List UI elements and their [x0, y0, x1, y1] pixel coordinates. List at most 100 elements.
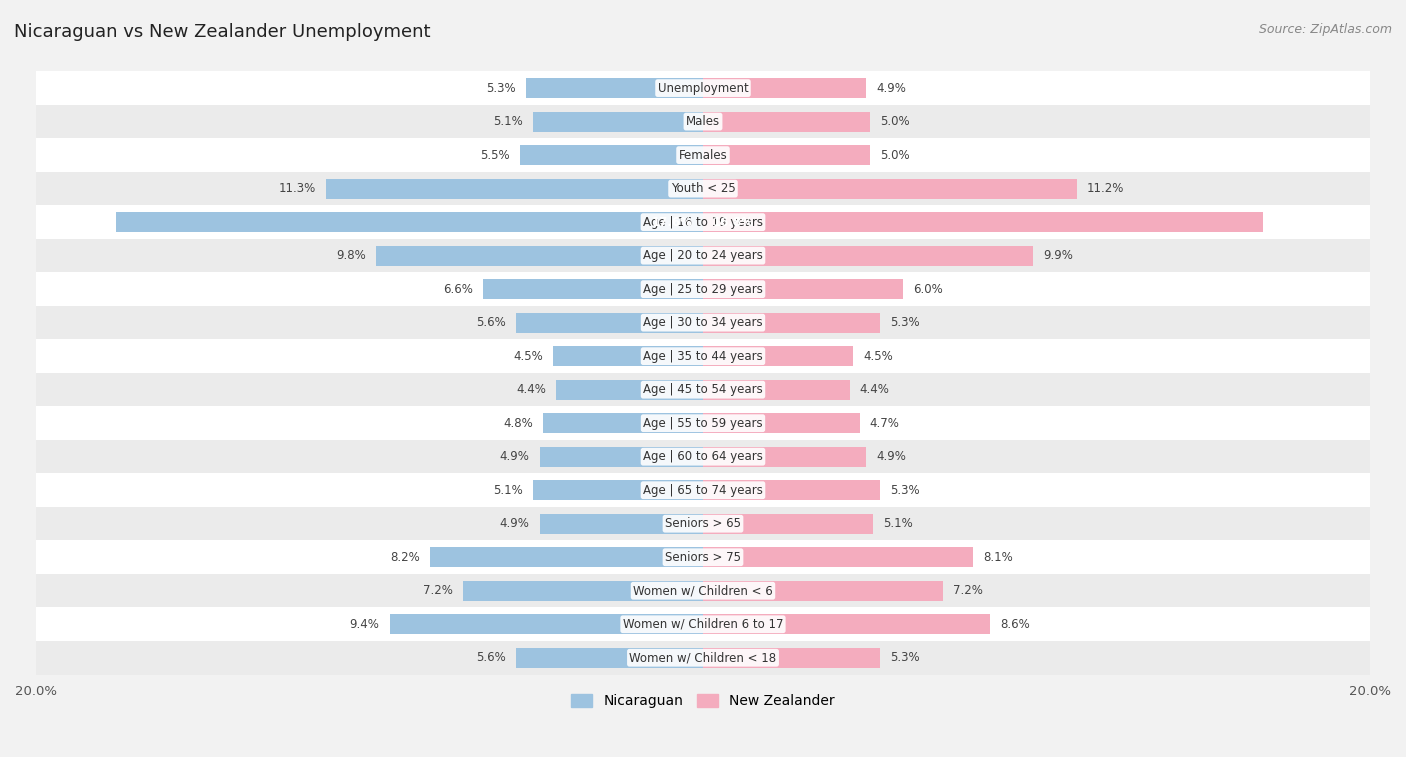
Bar	[703, 313, 880, 333]
Text: 8.1%: 8.1%	[983, 551, 1012, 564]
Bar	[37, 574, 1369, 607]
Bar	[703, 145, 870, 165]
Bar	[389, 614, 703, 634]
Bar	[703, 346, 853, 366]
Legend: Nicaraguan, New Zealander: Nicaraguan, New Zealander	[565, 689, 841, 714]
Bar	[37, 273, 1369, 306]
Bar	[516, 313, 703, 333]
Bar	[463, 581, 703, 601]
Text: Males: Males	[686, 115, 720, 128]
Text: 7.2%: 7.2%	[953, 584, 983, 597]
Text: 11.2%: 11.2%	[1087, 182, 1123, 195]
Text: Age | 35 to 44 years: Age | 35 to 44 years	[643, 350, 763, 363]
Bar	[520, 145, 703, 165]
Bar	[37, 105, 1369, 139]
Text: Youth < 25: Youth < 25	[671, 182, 735, 195]
Bar	[703, 614, 990, 634]
Bar	[37, 239, 1369, 273]
Bar	[703, 447, 866, 467]
Text: 6.6%: 6.6%	[443, 282, 472, 296]
Text: 4.9%: 4.9%	[876, 450, 907, 463]
Bar	[37, 440, 1369, 473]
Text: 4.4%: 4.4%	[859, 383, 890, 396]
Text: Age | 25 to 29 years: Age | 25 to 29 years	[643, 282, 763, 296]
Bar	[553, 346, 703, 366]
Bar	[117, 212, 703, 232]
Bar	[703, 480, 880, 500]
Text: 5.0%: 5.0%	[880, 148, 910, 161]
Text: Age | 20 to 24 years: Age | 20 to 24 years	[643, 249, 763, 262]
Bar	[703, 379, 849, 400]
Text: 5.6%: 5.6%	[477, 651, 506, 664]
Text: 5.6%: 5.6%	[477, 316, 506, 329]
Text: 5.0%: 5.0%	[880, 115, 910, 128]
Text: 5.1%: 5.1%	[494, 115, 523, 128]
Bar	[703, 547, 973, 567]
Text: 17.6%: 17.6%	[652, 216, 693, 229]
Bar	[37, 139, 1369, 172]
Bar	[703, 111, 870, 132]
Text: Seniors > 75: Seniors > 75	[665, 551, 741, 564]
Bar	[703, 212, 1263, 232]
Text: Females: Females	[679, 148, 727, 161]
Text: Unemployment: Unemployment	[658, 82, 748, 95]
Text: 5.3%: 5.3%	[890, 651, 920, 664]
Bar	[540, 514, 703, 534]
Text: 4.9%: 4.9%	[876, 82, 907, 95]
Bar	[37, 71, 1369, 105]
Text: 5.5%: 5.5%	[479, 148, 509, 161]
Bar	[37, 641, 1369, 674]
Bar	[37, 306, 1369, 339]
Bar	[37, 507, 1369, 540]
Text: Age | 60 to 64 years: Age | 60 to 64 years	[643, 450, 763, 463]
Text: 4.4%: 4.4%	[516, 383, 547, 396]
Text: 11.3%: 11.3%	[278, 182, 316, 195]
Text: 5.1%: 5.1%	[883, 517, 912, 530]
Bar	[482, 279, 703, 299]
Bar	[703, 514, 873, 534]
Text: 5.1%: 5.1%	[494, 484, 523, 497]
Text: Age | 16 to 19 years: Age | 16 to 19 years	[643, 216, 763, 229]
Text: 16.8%: 16.8%	[713, 216, 754, 229]
Bar	[703, 279, 903, 299]
Bar	[37, 172, 1369, 205]
Bar	[37, 407, 1369, 440]
Bar	[703, 648, 880, 668]
Text: Age | 55 to 59 years: Age | 55 to 59 years	[643, 416, 763, 430]
Text: Women w/ Children 6 to 17: Women w/ Children 6 to 17	[623, 618, 783, 631]
Bar	[533, 111, 703, 132]
Text: 4.8%: 4.8%	[503, 416, 533, 430]
Bar	[37, 373, 1369, 407]
Bar	[703, 581, 943, 601]
Bar	[429, 547, 703, 567]
Text: 9.4%: 9.4%	[350, 618, 380, 631]
Text: 5.3%: 5.3%	[486, 82, 516, 95]
Text: Women w/ Children < 6: Women w/ Children < 6	[633, 584, 773, 597]
Bar	[526, 78, 703, 98]
Text: Source: ZipAtlas.com: Source: ZipAtlas.com	[1258, 23, 1392, 36]
Bar	[377, 245, 703, 266]
Text: Age | 65 to 74 years: Age | 65 to 74 years	[643, 484, 763, 497]
Bar	[703, 179, 1077, 198]
Bar	[703, 78, 866, 98]
Bar	[557, 379, 703, 400]
Text: 9.8%: 9.8%	[336, 249, 366, 262]
Text: 8.6%: 8.6%	[1000, 618, 1029, 631]
Bar	[37, 540, 1369, 574]
Text: 8.2%: 8.2%	[389, 551, 419, 564]
Bar	[516, 648, 703, 668]
Text: Seniors > 65: Seniors > 65	[665, 517, 741, 530]
Bar	[326, 179, 703, 198]
Text: 4.9%: 4.9%	[499, 517, 530, 530]
Text: 4.5%: 4.5%	[863, 350, 893, 363]
Text: Age | 30 to 34 years: Age | 30 to 34 years	[643, 316, 763, 329]
Bar	[543, 413, 703, 433]
Text: 4.5%: 4.5%	[513, 350, 543, 363]
Text: 4.9%: 4.9%	[499, 450, 530, 463]
Text: Age | 45 to 54 years: Age | 45 to 54 years	[643, 383, 763, 396]
Text: 4.7%: 4.7%	[870, 416, 900, 430]
Text: 5.3%: 5.3%	[890, 316, 920, 329]
Bar	[37, 339, 1369, 373]
Text: 9.9%: 9.9%	[1043, 249, 1073, 262]
Bar	[540, 447, 703, 467]
